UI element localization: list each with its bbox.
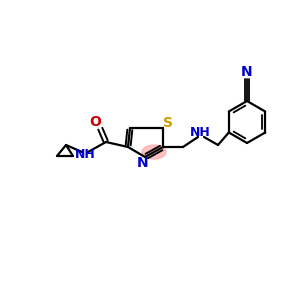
Text: N: N [241,65,253,79]
Ellipse shape [142,145,166,159]
Text: N: N [137,156,149,170]
Text: S: S [163,116,173,130]
Text: NH: NH [190,125,210,139]
Text: NH: NH [75,148,95,160]
Text: O: O [89,115,101,129]
